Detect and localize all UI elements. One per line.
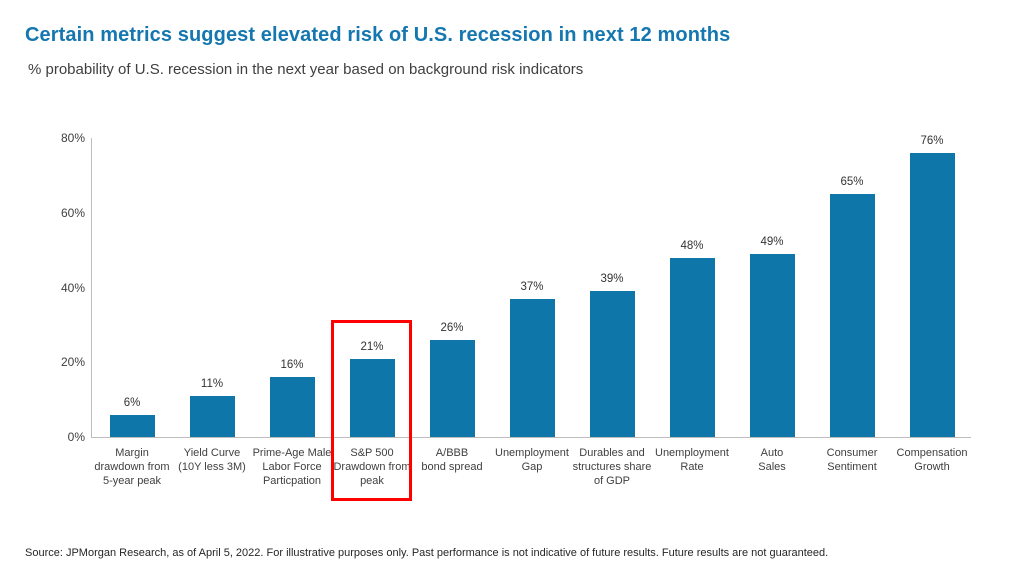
highlight-box <box>331 320 412 501</box>
bar <box>749 253 795 437</box>
category-label: Prime-Age Male Labor Force Particpation <box>252 447 332 487</box>
category-label: Unemployment Gap <box>495 447 569 473</box>
category-label: S&P 500 Drawdown from peak <box>333 447 411 487</box>
source-note: Source: JPMorgan Research, as of April 5… <box>25 547 829 559</box>
y-tick-label: 80% <box>60 131 85 145</box>
bar-value-label: 39% <box>600 273 624 286</box>
bar <box>909 152 955 437</box>
y-tick-label: 60% <box>60 205 85 220</box>
x-axis-line <box>91 437 971 438</box>
category-label: A/BBB bond spread <box>421 447 483 473</box>
y-tick-label: 0% <box>67 430 85 444</box>
category-label: Unemployment Rate <box>655 447 729 473</box>
bar-value-label: 37% <box>520 280 544 293</box>
category-label: Consumer Sentiment <box>826 447 878 473</box>
y-axis-line <box>91 138 92 437</box>
bar <box>269 377 315 437</box>
bar <box>349 358 395 437</box>
bar <box>669 257 715 437</box>
bar-value-label: 6% <box>123 396 141 409</box>
bar-value-label: 48% <box>680 239 704 252</box>
chart-subtitle: % probability of U.S. recession in the n… <box>28 61 584 78</box>
category-label: Margin drawdown from 5-year peak <box>94 447 170 487</box>
category-label: Compensation Growth <box>896 447 968 473</box>
bar <box>429 339 475 437</box>
bar <box>589 291 635 437</box>
bar-value-label: 76% <box>920 134 944 147</box>
y-tick-label: 40% <box>60 280 85 295</box>
page-title: Certain metrics suggest elevated risk of… <box>25 24 731 46</box>
y-tick-label: 20% <box>60 355 85 370</box>
category-label: Auto Sales <box>758 447 786 473</box>
bar-value-label: 11% <box>200 377 224 390</box>
bar-value-label: 65% <box>840 176 864 189</box>
category-label: Durables and structures share of GDP <box>572 447 652 487</box>
bar <box>509 298 555 437</box>
bar-value-label: 16% <box>280 359 304 372</box>
category-label: Yield Curve (10Y less 3M) <box>178 447 246 473</box>
bar-value-label: 49% <box>760 235 784 248</box>
bar-value-label: 26% <box>440 321 464 334</box>
bar <box>829 194 875 437</box>
bar <box>109 414 155 437</box>
bar-value-label: 21% <box>360 340 384 353</box>
bar <box>189 395 235 437</box>
